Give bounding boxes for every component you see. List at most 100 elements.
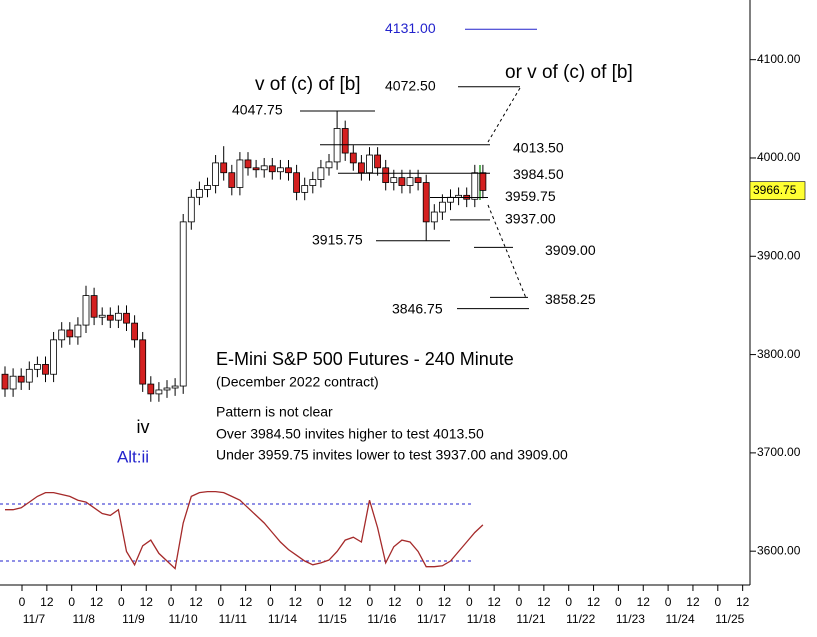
candle-body (301, 185, 309, 193)
x-tick-label: 12 (637, 595, 651, 609)
x-date-label: 11/21 (516, 612, 545, 626)
x-tick-label: 0 (317, 595, 324, 609)
candle-body (252, 167, 260, 171)
y-tick-label: 4000.00 (757, 150, 801, 164)
candle-body (366, 154, 373, 174)
x-date-label: 11/17 (417, 612, 446, 626)
note: Pattern is not clear (216, 404, 333, 420)
candle-body (236, 159, 244, 188)
x-tick-label: 0 (466, 595, 473, 609)
candle-body (293, 172, 301, 193)
x-tick-label: 12 (438, 595, 452, 609)
x-tick-label: 0 (367, 595, 374, 609)
wave-label: iv (137, 417, 150, 437)
candle-body (228, 172, 236, 188)
candle-body (98, 314, 106, 318)
level-label: 3858.25 (545, 291, 596, 307)
x-date-label: 11/22 (566, 612, 595, 626)
candle-body (406, 177, 414, 186)
candle-body (438, 201, 446, 213)
x-tick-label: 12 (587, 595, 601, 609)
candle-body (115, 312, 122, 321)
x-tick-label: 0 (565, 595, 572, 609)
level-label: 4047.75 (232, 102, 283, 118)
candle-body (374, 154, 382, 169)
candle-body (1, 373, 9, 390)
candle-body (268, 165, 276, 173)
candle-body (204, 185, 211, 190)
candle-body (325, 161, 333, 169)
level-label: 3959.75 (505, 188, 556, 204)
candle-body (285, 167, 292, 174)
level-label: 3937.00 (505, 211, 556, 227)
x-date-label: 11/9 (122, 612, 145, 626)
candle-body (106, 314, 114, 321)
candle-body (25, 368, 33, 383)
x-date-label: 11/18 (467, 612, 496, 626)
x-tick-label: 0 (118, 595, 125, 609)
x-tick-label: 12 (388, 595, 402, 609)
level-label: 4013.50 (513, 139, 564, 155)
x-date-label: 11/7 (23, 612, 46, 626)
x-date-label: 11/23 (616, 612, 645, 626)
y-tick-label: 4100.00 (757, 52, 801, 66)
chart-subtitle: (December 2022 contract) (216, 374, 379, 390)
candle-body (430, 211, 438, 223)
candle-body (74, 324, 82, 338)
candle-body (147, 383, 155, 395)
candle-body (90, 295, 98, 318)
candle-body (471, 172, 479, 200)
y-tick-label: 3700.00 (757, 445, 801, 459)
projection-line (487, 87, 521, 143)
x-tick-label: 12 (189, 595, 203, 609)
x-tick-label: 0 (217, 595, 224, 609)
x-date-label: 11/15 (318, 612, 347, 626)
x-tick-label: 0 (416, 595, 423, 609)
x-tick-label: 0 (714, 595, 721, 609)
candle-body (139, 339, 147, 385)
level-label: 3909.00 (545, 242, 596, 258)
x-date-label: 11/10 (169, 612, 198, 626)
level-label: 3846.75 (392, 300, 443, 316)
x-tick-label: 0 (665, 595, 672, 609)
candle-body (179, 221, 187, 387)
y-tick-label: 3600.00 (757, 543, 801, 557)
y-tick-label: 3800.00 (757, 347, 801, 361)
candle-body (9, 375, 17, 390)
x-tick-label: 12 (140, 595, 154, 609)
level-label: 4131.00 (385, 20, 436, 36)
candle-body (341, 128, 349, 154)
x-date-label: 11/16 (367, 612, 396, 626)
candle-body (155, 389, 163, 395)
chart-title: E-Mini S&P 500 Futures - 240 Minute (216, 349, 514, 369)
candle-body (309, 179, 317, 186)
candle-body (195, 189, 203, 198)
x-tick-label: 12 (487, 595, 501, 609)
x-tick-label: 12 (736, 595, 750, 609)
candle-body (349, 152, 357, 164)
level-label: 4072.50 (385, 77, 436, 93)
x-tick-label: 12 (338, 595, 352, 609)
candle-body (66, 329, 74, 338)
wave-label: or v of (c) of [b] (505, 62, 633, 83)
wave-label: Alt:ii (117, 447, 149, 466)
last-price-label: 3966.75 (753, 183, 797, 197)
candle-body (187, 196, 195, 223)
candle-body (50, 339, 57, 375)
candle-body (82, 295, 90, 326)
x-date-label: 11/14 (268, 612, 297, 626)
candle-body (260, 165, 268, 171)
candle-body (357, 162, 365, 174)
candle-body (34, 364, 41, 370)
x-tick-label: 0 (68, 595, 75, 609)
level-label: 3984.50 (513, 166, 564, 182)
x-tick-label: 12 (239, 595, 253, 609)
candle-body (123, 312, 130, 324)
candle-body (212, 162, 220, 186)
x-date-label: 11/11 (219, 612, 248, 626)
candle-body (390, 177, 398, 183)
candle-body (58, 329, 66, 341)
candle-body (398, 177, 406, 186)
x-date-label: 11/8 (72, 612, 95, 626)
